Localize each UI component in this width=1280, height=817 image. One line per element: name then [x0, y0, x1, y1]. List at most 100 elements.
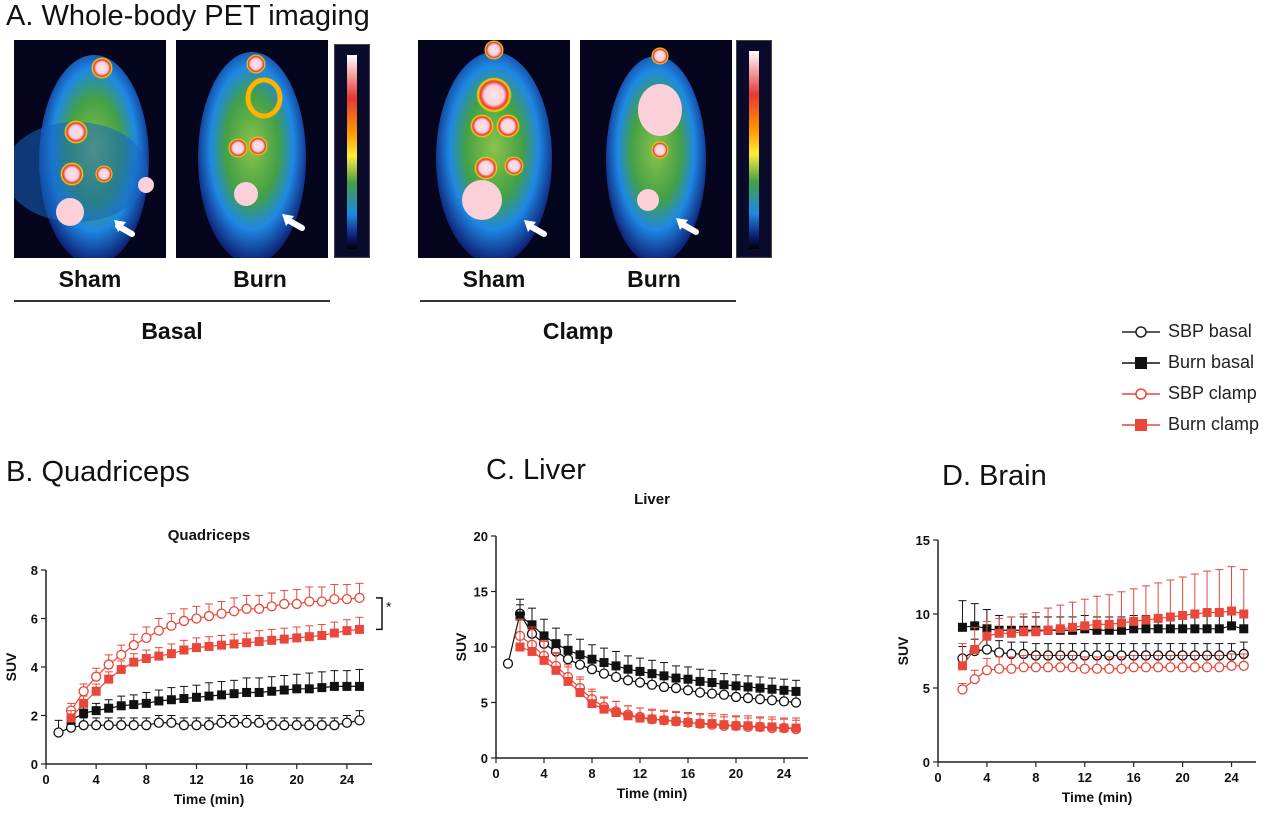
data-point — [1019, 627, 1029, 637]
data-point — [981, 644, 993, 655]
data-point — [623, 711, 633, 721]
x-axis-label: Time (min) — [617, 785, 688, 801]
data-point — [1079, 663, 1090, 674]
data-point — [1153, 624, 1163, 634]
label-clamp-sham: Sham — [462, 266, 526, 292]
data-point — [266, 601, 277, 612]
data-point — [242, 638, 252, 648]
data-point — [254, 603, 265, 614]
data-point — [551, 639, 561, 649]
data-point — [515, 642, 525, 652]
data-point — [341, 593, 353, 605]
group-divider-basal — [14, 300, 330, 302]
data-point — [730, 691, 742, 703]
series-sbp-clamp — [957, 653, 1249, 695]
data-point — [515, 611, 525, 621]
series-line — [70, 685, 360, 721]
data-point — [66, 713, 76, 723]
data-point — [587, 654, 597, 664]
liver-chart: Liver 0 5 10 15 20 0 4 8 12 16 20 24 Time (min) SUV — [453, 491, 808, 801]
label-basal-sham: Sham — [58, 266, 122, 292]
data-point — [527, 646, 537, 656]
data-point — [166, 717, 177, 728]
data-point — [994, 628, 1004, 638]
data-point — [1178, 610, 1188, 620]
pet-image-basal-burn — [176, 40, 328, 258]
data-point — [695, 676, 705, 686]
legend-label: SBP clamp — [1168, 383, 1257, 403]
series-line — [519, 615, 797, 692]
open-circle-marker-icon — [1122, 387, 1160, 400]
data-point — [354, 624, 364, 634]
data-point — [671, 716, 681, 726]
data-point — [1177, 662, 1188, 673]
data-point — [116, 649, 127, 661]
data-point — [166, 649, 176, 659]
data-point — [670, 682, 682, 694]
pet-image-clamp-sham — [418, 40, 570, 258]
data-point — [91, 671, 102, 682]
x-tick-label: 12 — [1078, 770, 1092, 785]
data-point — [1116, 663, 1127, 674]
open-circle-marker-icon — [1122, 325, 1160, 338]
data-point — [718, 689, 730, 700]
data-point — [241, 717, 252, 728]
data-point — [683, 674, 693, 684]
data-point — [329, 628, 339, 638]
x-tick-label: 4 — [983, 770, 991, 785]
data-point — [1153, 613, 1163, 623]
data-point — [707, 678, 717, 688]
x-tick-label: 24 — [340, 772, 355, 787]
data-point — [216, 717, 227, 728]
data-point — [1006, 663, 1017, 674]
data-point — [766, 695, 778, 706]
data-point — [659, 671, 669, 681]
x-tick-label: 8 — [588, 766, 595, 781]
x-tick-label: 12 — [189, 772, 203, 787]
x-tick-label: 20 — [290, 772, 304, 787]
y-tick-label: 15 — [474, 585, 488, 600]
y-tick-label: 20 — [474, 529, 488, 544]
data-point — [682, 685, 694, 696]
data-point — [539, 631, 549, 641]
data-point — [329, 720, 340, 731]
data-point — [694, 687, 706, 698]
data-point — [354, 681, 364, 691]
data-point — [611, 661, 621, 671]
data-point — [267, 635, 277, 645]
data-point — [317, 683, 327, 693]
data-point — [241, 603, 252, 614]
data-point — [354, 715, 365, 726]
data-point — [103, 720, 114, 731]
x-tick-label: 0 — [934, 770, 941, 785]
pet-image-clamp-burn — [580, 40, 732, 258]
data-point — [527, 620, 537, 630]
data-point — [279, 685, 289, 695]
series-line — [519, 635, 797, 730]
panel-b-title: B. Quadriceps — [6, 456, 190, 488]
x-tick-label: 16 — [1126, 770, 1140, 785]
data-point — [1129, 624, 1139, 634]
series-burn-clamp — [957, 566, 1249, 671]
data-point — [539, 655, 549, 665]
y-tick-label: 8 — [31, 563, 38, 578]
legend-item-burn-clamp: Burn clamp — [1120, 409, 1259, 440]
legend-label: SBP basal — [1168, 321, 1252, 341]
x-axis-label: Time (min) — [174, 791, 245, 807]
data-point — [1055, 624, 1065, 634]
data-point — [1031, 627, 1041, 637]
data-point — [502, 658, 514, 669]
data-point — [1006, 628, 1016, 638]
data-point — [671, 673, 681, 683]
data-point — [342, 626, 352, 636]
data-point — [981, 665, 993, 676]
data-point — [611, 707, 621, 717]
data-point — [229, 689, 239, 699]
label-clamp-burn: Burn — [627, 266, 681, 292]
data-point — [267, 686, 277, 696]
x-axis-label: Time (min) — [1062, 789, 1133, 805]
y-tick-label: 10 — [916, 607, 930, 622]
data-point — [647, 714, 657, 724]
data-point — [254, 717, 265, 728]
y-axis-label: SUV — [895, 636, 911, 665]
